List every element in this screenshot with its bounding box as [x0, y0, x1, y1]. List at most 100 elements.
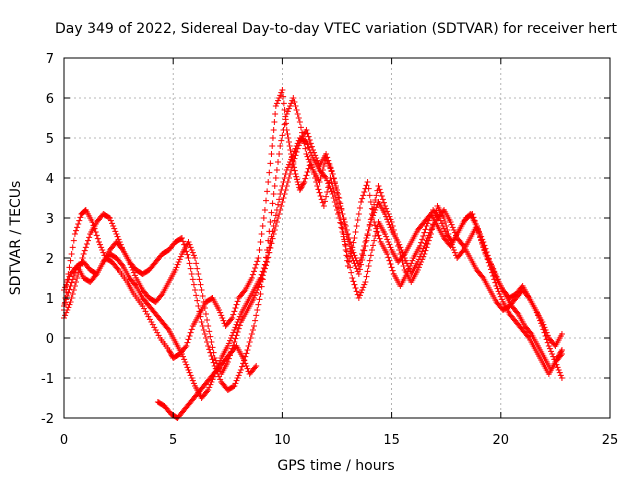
- data-point: [257, 291, 264, 297]
- data-point: [418, 239, 425, 246]
- x-tick-label: 25: [602, 433, 619, 448]
- data-point: [397, 244, 404, 251]
- data-point: [383, 205, 390, 212]
- data-point: [541, 329, 548, 336]
- data-point: [189, 276, 196, 283]
- data-point: [514, 309, 521, 316]
- data-point: [112, 228, 119, 235]
- data-point: [303, 151, 310, 157]
- data-point: [355, 295, 362, 301]
- data-point: [418, 251, 425, 257]
- data-point: [355, 271, 362, 277]
- data-point: [542, 333, 549, 339]
- data-point: [395, 239, 402, 245]
- data-point: [301, 179, 308, 185]
- y-tick-labels: -2 -1 0 1 2 3 4 5 6 7: [41, 52, 54, 427]
- data-point: [402, 257, 409, 264]
- data-point: [373, 228, 380, 235]
- data-point: [398, 247, 405, 253]
- data-point: [350, 278, 357, 285]
- data-point: [284, 131, 291, 137]
- data-point: [233, 301, 240, 308]
- data-point: [293, 176, 300, 183]
- data-point: [261, 265, 268, 272]
- data-point: [275, 159, 282, 165]
- data-point: [251, 268, 258, 275]
- data-point: [256, 281, 263, 288]
- data-point: [365, 185, 372, 192]
- data-point: [494, 285, 501, 292]
- data-point: [271, 183, 278, 189]
- data-point: [298, 184, 305, 191]
- data-point: [243, 350, 250, 357]
- data-point: [385, 239, 392, 245]
- y-tick-label: 6: [46, 92, 54, 107]
- x-tick-label: 15: [383, 433, 400, 448]
- data-point: [71, 231, 78, 237]
- data-point: [73, 279, 80, 285]
- data-point: [142, 308, 149, 315]
- data-point: [145, 313, 152, 320]
- data-point: [181, 356, 188, 363]
- data-point: [486, 263, 493, 269]
- data-point: [329, 191, 336, 197]
- data-point: [67, 257, 74, 264]
- data-point: [184, 364, 191, 371]
- data-point: [364, 231, 371, 237]
- data-point: [340, 215, 347, 221]
- data-point: [248, 275, 255, 281]
- data-point: [131, 281, 138, 288]
- data-point: [193, 260, 200, 267]
- data-point: [387, 261, 394, 267]
- data-point: [360, 284, 367, 291]
- data-point: [188, 247, 195, 253]
- data-point: [383, 233, 390, 240]
- data-point: [415, 256, 422, 263]
- data-point: [297, 185, 304, 192]
- data-point: [249, 327, 256, 333]
- data-point: [293, 173, 300, 180]
- data-point: [315, 186, 322, 193]
- data-point: [325, 180, 332, 187]
- data-point: [341, 219, 348, 225]
- data-point: [195, 271, 202, 277]
- data-point: [351, 235, 358, 241]
- data-point: [178, 235, 185, 241]
- data-point: [358, 199, 365, 205]
- data-point: [74, 224, 81, 231]
- data-point: [400, 252, 407, 259]
- data-point: [404, 263, 411, 269]
- data-point: [186, 241, 193, 248]
- data-point: [266, 244, 273, 251]
- y-tick-label: 3: [46, 212, 54, 227]
- data-point: [270, 127, 277, 133]
- data-point: [384, 236, 391, 243]
- data-point: [366, 223, 373, 229]
- data-point: [401, 255, 408, 261]
- data-point: [224, 343, 231, 349]
- data-point: [287, 171, 294, 177]
- data-point: [168, 351, 175, 357]
- series-track-4: [61, 127, 565, 381]
- data-point: [312, 152, 319, 159]
- data-point: [234, 298, 241, 305]
- data-point: [62, 284, 69, 291]
- data-point: [188, 326, 195, 333]
- data-point: [368, 247, 375, 253]
- data-point: [292, 103, 299, 109]
- data-point: [305, 144, 312, 151]
- data-point: [447, 219, 454, 225]
- data-point: [324, 189, 331, 195]
- data-point: [272, 175, 279, 181]
- data-point: [308, 164, 315, 171]
- data-point: [268, 151, 275, 157]
- data-point: [426, 229, 433, 236]
- data-point: [296, 187, 303, 193]
- data-point: [68, 251, 75, 257]
- data-point: [220, 317, 227, 324]
- data-point: [275, 201, 282, 208]
- data-point: [459, 241, 466, 248]
- data-point: [233, 377, 240, 384]
- data-point: [364, 268, 371, 275]
- data-point: [253, 363, 260, 369]
